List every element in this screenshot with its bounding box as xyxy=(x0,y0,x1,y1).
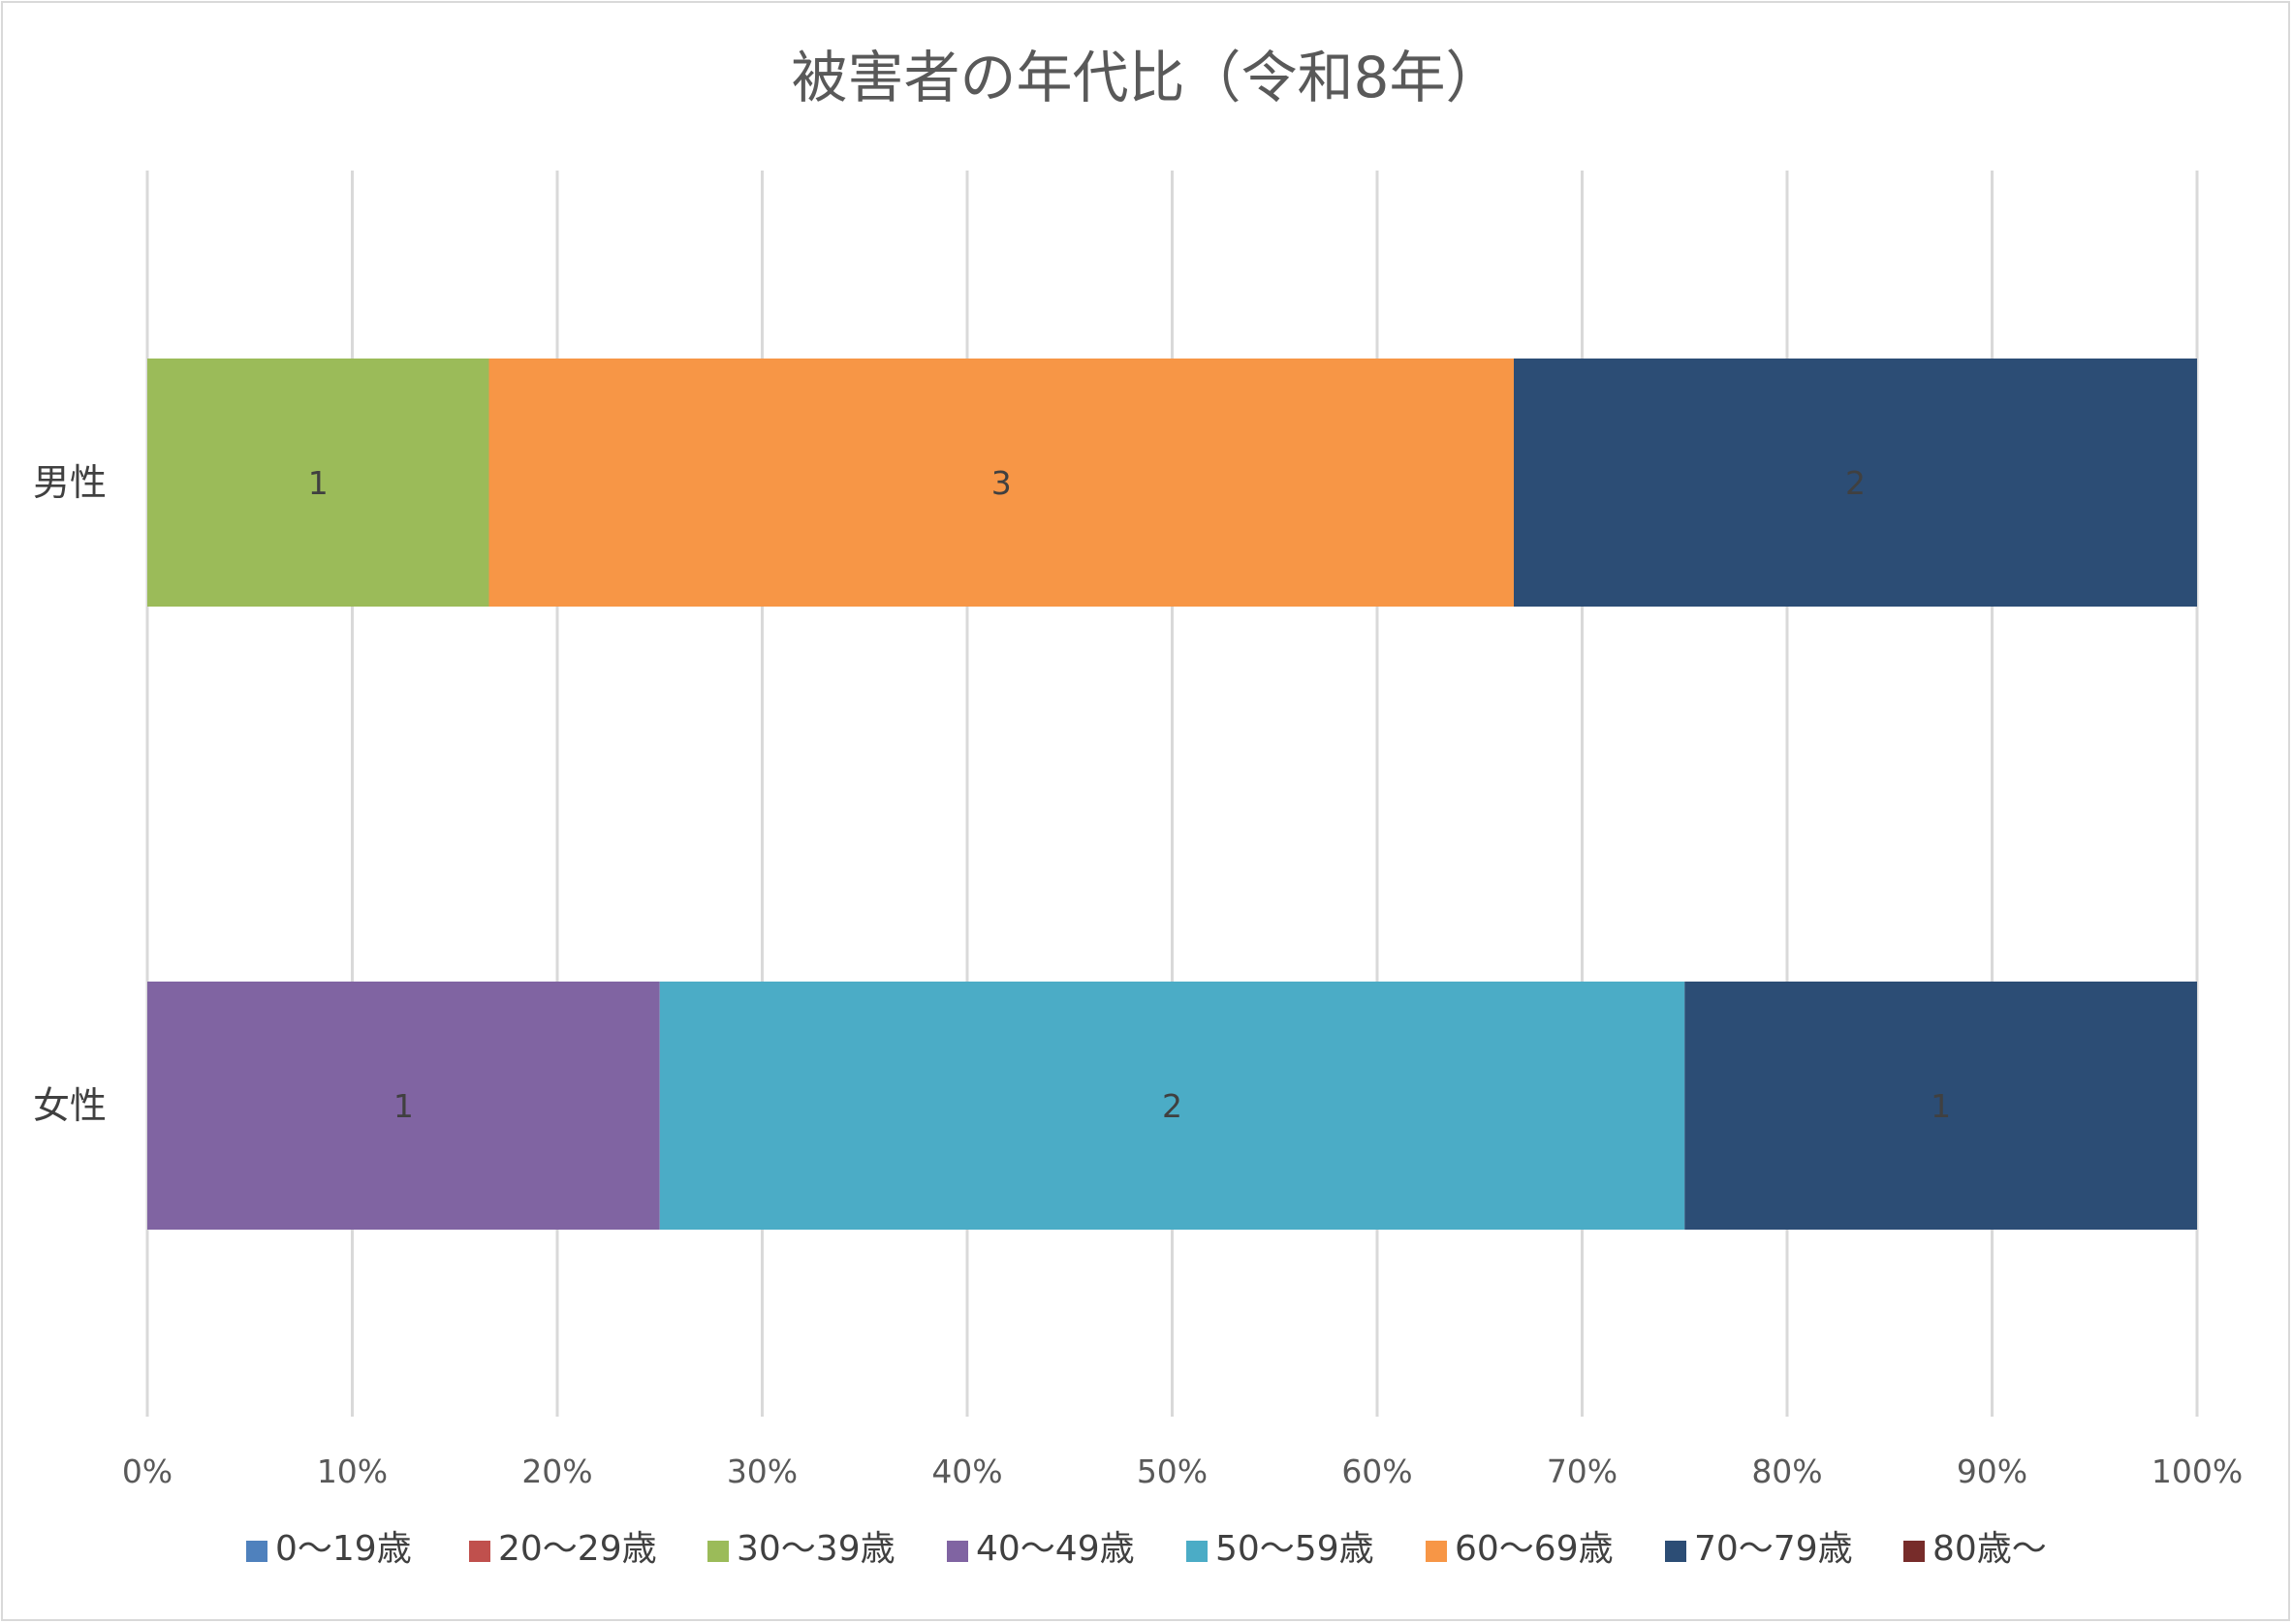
category-label: 男性 xyxy=(33,461,107,504)
legend-label: 0～19歳 xyxy=(275,1529,412,1569)
bar-segment[interactable] xyxy=(488,359,1515,607)
legend-label: 80歳～ xyxy=(1932,1529,2047,1569)
x-tick-label: 20% xyxy=(521,1452,592,1490)
x-tick-label: 60% xyxy=(1341,1452,1412,1490)
data-label: 1 xyxy=(1931,1087,1951,1125)
x-tick-label: 100% xyxy=(2152,1452,2243,1490)
x-tick-label: 50% xyxy=(1137,1452,1208,1490)
legend-swatch xyxy=(246,1541,267,1562)
data-label: 1 xyxy=(393,1087,414,1125)
data-label: 1 xyxy=(308,464,329,502)
legend-label: 40～49歳 xyxy=(976,1529,1135,1569)
legend-swatch xyxy=(1903,1541,1925,1562)
chart-title: 被害者の年代比（令和8年） xyxy=(792,45,1502,110)
gridlines xyxy=(145,171,2199,1417)
bars xyxy=(147,359,2197,1230)
x-tick-label: 90% xyxy=(1957,1452,2027,1490)
bar-segment[interactable] xyxy=(147,359,489,607)
bar-segment[interactable] xyxy=(1684,982,2197,1230)
legend-item[interactable]: 60～69歳 xyxy=(1426,1529,1614,1569)
x-tick-label: 80% xyxy=(1751,1452,1822,1490)
legend-swatch xyxy=(947,1541,968,1562)
legend-label: 20～29歳 xyxy=(498,1529,657,1569)
x-tick-label: 10% xyxy=(317,1452,388,1490)
legend-swatch xyxy=(707,1541,729,1562)
x-tick-label: 40% xyxy=(931,1452,1002,1490)
legend-label: 50～59歳 xyxy=(1215,1529,1374,1569)
bar-segment[interactable] xyxy=(1514,359,2197,607)
legend-swatch xyxy=(469,1541,490,1562)
legend-item[interactable]: 30～39歳 xyxy=(707,1529,895,1569)
legend-item[interactable]: 70～79歳 xyxy=(1665,1529,1853,1569)
legend[interactable]: 0～19歳 20～29歳 30～39歳 40～49歳 50～59歳 60～69歳 70～79… xyxy=(246,1529,2047,1569)
x-tick-label: 70% xyxy=(1547,1452,1618,1490)
bar-segment[interactable] xyxy=(147,982,660,1230)
legend-swatch xyxy=(1665,1541,1686,1562)
x-tick-label: 0% xyxy=(122,1452,173,1490)
legend-item[interactable]: 80歳～ xyxy=(1903,1529,2047,1569)
legend-item[interactable]: 40～49歳 xyxy=(947,1529,1135,1569)
category-label: 女性 xyxy=(33,1084,107,1127)
data-labels: 1 3 2 1 2 1 xyxy=(308,464,1951,1125)
data-label: 2 xyxy=(1162,1087,1182,1125)
legend-label: 70～79歳 xyxy=(1694,1529,1853,1569)
legend-item[interactable]: 20～29歳 xyxy=(469,1529,657,1569)
legend-label: 60～69歳 xyxy=(1455,1529,1614,1569)
data-label: 2 xyxy=(1845,464,1866,502)
legend-label: 30～39歳 xyxy=(737,1529,895,1569)
legend-swatch xyxy=(1426,1541,1447,1562)
legend-swatch xyxy=(1186,1541,1208,1562)
bar-segment[interactable] xyxy=(659,982,1685,1230)
legend-item[interactable]: 0～19歳 xyxy=(246,1529,412,1569)
x-tick-label: 30% xyxy=(727,1452,798,1490)
data-label: 3 xyxy=(991,464,1012,502)
legend-item[interactable]: 50～59歳 xyxy=(1186,1529,1374,1569)
